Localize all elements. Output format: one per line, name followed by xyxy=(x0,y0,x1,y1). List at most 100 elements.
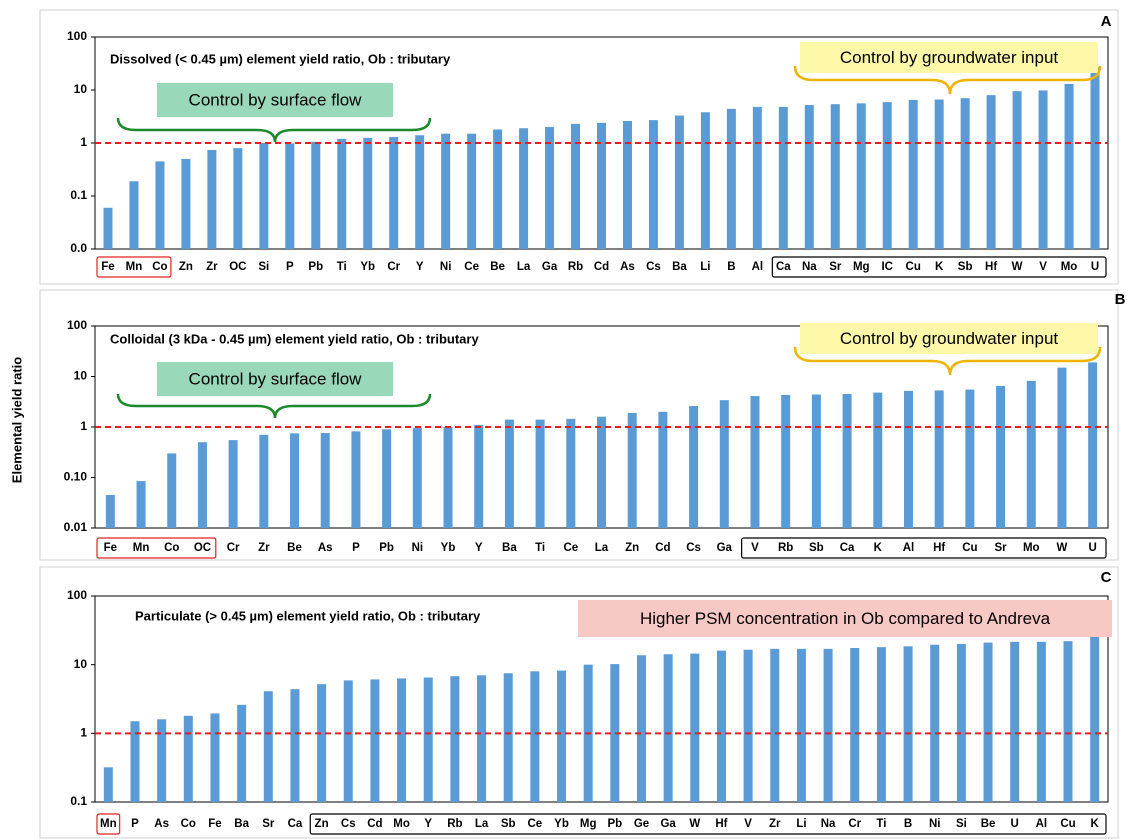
x-tick-label: Yb xyxy=(554,818,569,830)
category-group-box xyxy=(741,537,1107,559)
annotation-box xyxy=(157,362,393,396)
x-tick-label: Cs xyxy=(646,261,661,273)
bar xyxy=(689,406,699,528)
x-tick-label: As xyxy=(154,818,169,830)
x-tick-label: Ti xyxy=(876,818,886,830)
x-tick-label: U xyxy=(1011,818,1019,830)
x-tick-label: Ca xyxy=(776,261,791,273)
bar xyxy=(519,128,529,249)
x-tick-label: IC xyxy=(881,261,893,273)
x-tick-label: La xyxy=(517,261,531,273)
bar xyxy=(285,143,295,249)
bar xyxy=(167,453,177,528)
bar xyxy=(811,394,821,528)
x-tick-label: Fe xyxy=(208,818,221,830)
bar xyxy=(130,721,140,802)
x-tick-label: W xyxy=(1012,261,1023,273)
x-tick-label: La xyxy=(475,818,489,830)
panel-frame xyxy=(39,289,1119,561)
bar xyxy=(908,99,918,249)
category-group-box xyxy=(771,256,1107,278)
y-tick-label: 10 xyxy=(74,369,88,383)
x-tick-label: Zr xyxy=(258,542,270,554)
x-tick-label: Ba xyxy=(234,818,249,830)
bar xyxy=(1090,633,1100,802)
annotation: Control by surface flow xyxy=(189,369,363,388)
bar xyxy=(389,136,399,249)
bar xyxy=(136,481,146,528)
bar xyxy=(796,648,806,802)
bar xyxy=(934,99,944,249)
bar xyxy=(207,149,217,249)
x-tick-label: V xyxy=(744,818,752,830)
x-tick-label: Al xyxy=(903,542,915,554)
bar xyxy=(320,433,330,528)
bar xyxy=(157,719,167,802)
x-tick-label: K xyxy=(874,542,883,554)
x-tick-label: B xyxy=(904,818,912,830)
x-tick-label: Mg xyxy=(853,261,870,273)
x-tick-label: Ce xyxy=(563,542,578,554)
x-tick-label: Y xyxy=(475,542,483,554)
bar xyxy=(743,649,753,802)
annotation: Control by groundwater input xyxy=(840,329,1059,348)
bar xyxy=(415,135,425,249)
bar xyxy=(363,137,373,249)
x-tick-label: Si xyxy=(258,261,269,273)
x-tick-label: Ti xyxy=(337,261,347,273)
x-tick-label: As xyxy=(318,542,333,554)
bar xyxy=(545,127,555,249)
x-tick-label: Co xyxy=(152,261,167,273)
y-tick-label: 0.10 xyxy=(64,470,88,484)
x-tick-label: Li xyxy=(700,261,710,273)
bar xyxy=(636,655,646,802)
bar xyxy=(311,141,321,249)
bar xyxy=(382,429,392,528)
annotation: Control by groundwater input xyxy=(840,48,1059,67)
annotation: Higher PSM concentration in Ob compared … xyxy=(640,609,1051,628)
y-tick-label: 100 xyxy=(67,318,87,332)
x-tick-label: Mn xyxy=(126,261,143,273)
bar xyxy=(504,419,514,528)
bar xyxy=(259,143,269,249)
x-tick-label: Zr xyxy=(206,261,218,273)
x-tick-label: Sb xyxy=(809,542,824,554)
bar xyxy=(903,646,913,802)
x-tick-label: Ce xyxy=(464,261,479,273)
bar xyxy=(290,689,300,802)
bar xyxy=(210,713,220,802)
bar xyxy=(627,412,637,528)
bar xyxy=(263,691,273,802)
bar xyxy=(571,123,581,249)
y-tick-label: 10 xyxy=(74,82,88,96)
brace xyxy=(793,65,1102,95)
bar xyxy=(726,108,736,250)
bar xyxy=(690,653,700,802)
brace xyxy=(793,346,1102,376)
x-tick-label: K xyxy=(1091,818,1100,830)
bar xyxy=(752,106,762,249)
bar xyxy=(503,673,513,802)
bar xyxy=(1088,362,1098,528)
y-tick-label: 10 xyxy=(74,657,88,671)
x-tick-label: P xyxy=(286,261,294,273)
bar xyxy=(343,680,353,802)
x-tick-label: Ti xyxy=(535,542,545,554)
y-tick-label: 1 xyxy=(80,419,87,433)
bar xyxy=(804,105,814,250)
bar xyxy=(155,161,165,249)
bar xyxy=(903,390,913,528)
bar xyxy=(700,112,710,249)
bar xyxy=(648,120,658,249)
bar xyxy=(750,396,760,528)
x-tick-label: W xyxy=(1057,542,1068,554)
x-tick-label: Ge xyxy=(634,818,649,830)
bar xyxy=(290,433,300,528)
x-tick-label: Yb xyxy=(360,261,375,273)
panel-frame xyxy=(39,9,1119,285)
bar xyxy=(317,684,327,802)
x-tick-label: Cu xyxy=(906,261,921,273)
x-tick-label: Cd xyxy=(655,542,670,554)
bar xyxy=(1064,83,1074,249)
bar xyxy=(930,644,940,802)
